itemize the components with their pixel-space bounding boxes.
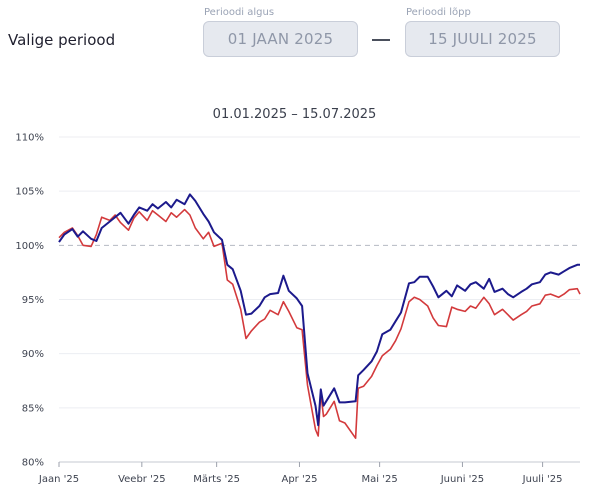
date-range-separator (372, 39, 390, 41)
y-tick-label: 100% (15, 241, 44, 252)
end-date-field[interactable]: 15 JUULI 2025 (405, 21, 560, 57)
period-label: Valige periood (8, 31, 116, 49)
y-tick-label: 80% (22, 458, 44, 469)
y-tick-label: 85% (22, 403, 44, 414)
end-date-caption: Perioodi lõpp (406, 7, 471, 18)
x-tick-label: Juuli '25 (522, 474, 563, 485)
chart-title: 01.01.2025 – 15.07.2025 (212, 107, 377, 122)
series-line-blue (58, 193, 580, 427)
y-tick-label: 105% (15, 187, 44, 198)
x-tick-label: Veebr '25 (118, 474, 165, 485)
x-tick-label: Mai '25 (362, 474, 398, 485)
x-tick-label: Märts '25 (193, 474, 240, 485)
y-tick-label: 110% (15, 133, 44, 144)
x-tick-label: Jaan '25 (38, 474, 79, 485)
y-tick-label: 90% (22, 349, 44, 360)
x-tick-label: Apr '25 (281, 474, 317, 485)
x-tick-label: Juuni '25 (440, 474, 484, 485)
start-date-caption: Perioodi algus (204, 7, 275, 18)
start-date-field[interactable]: 01 JAAN 2025 (203, 21, 358, 57)
y-tick-label: 95% (22, 295, 44, 306)
